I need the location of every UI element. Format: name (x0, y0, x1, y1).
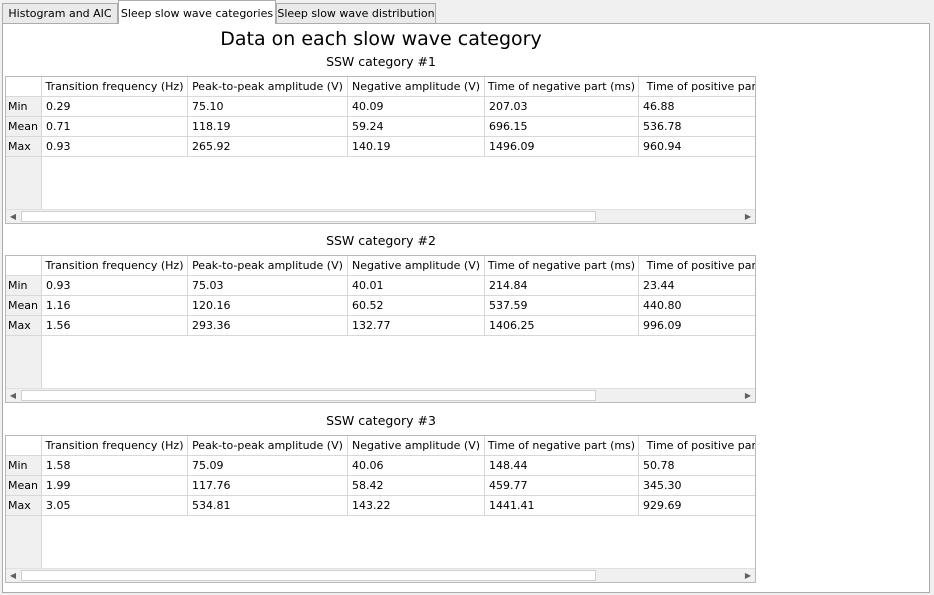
category-title: SSW category #2 (326, 233, 436, 248)
table-cell[interactable]: 996.09 (639, 316, 755, 336)
tab-panel: Data on each slow wave category SSW cate… (2, 23, 930, 593)
column-header[interactable]: Time of negative part (ms) (485, 256, 639, 276)
column-header[interactable]: Time of negative part (ms) (485, 77, 639, 97)
category-title: SSW category #3 (326, 413, 436, 428)
table-cell[interactable]: 118.19 (188, 117, 348, 137)
table-cell[interactable]: 0.71 (42, 117, 188, 137)
row-header[interactable]: Max (6, 137, 42, 157)
column-header[interactable]: Time of positive part (639, 256, 755, 276)
scrollbar-thumb[interactable] (21, 211, 596, 222)
column-header[interactable]: Transition frequency (Hz) (42, 77, 188, 97)
horizontal-scrollbar[interactable]: ◀ ▶ (6, 388, 755, 402)
table-corner[interactable] (6, 256, 42, 276)
table-cell[interactable]: 214.84 (485, 276, 639, 296)
column-header[interactable]: Negative amplitude (V) (348, 77, 485, 97)
horizontal-scrollbar[interactable]: ◀ ▶ (6, 209, 755, 223)
table-cell[interactable]: 75.10 (188, 97, 348, 117)
column-header[interactable]: Time of positive part (639, 436, 755, 456)
table-cell[interactable]: 0.93 (42, 137, 188, 157)
row-header[interactable]: Max (6, 496, 42, 516)
column-header[interactable]: Time of positive part (639, 77, 755, 97)
scroll-left-arrow-icon[interactable]: ◀ (9, 571, 17, 580)
category-table[interactable]: Transition frequency (Hz) Peak-to-peak am… (5, 255, 756, 403)
row-header[interactable]: Min (6, 97, 42, 117)
row-header[interactable]: Max (6, 316, 42, 336)
row-header-filler (6, 336, 42, 388)
column-header[interactable]: Negative amplitude (V) (348, 436, 485, 456)
column-header[interactable]: Peak-to-peak amplitude (V) (188, 436, 348, 456)
table-cell[interactable]: 534.81 (188, 496, 348, 516)
table-cell[interactable]: 345.30 (639, 476, 755, 496)
table-cell[interactable]: 46.88 (639, 97, 755, 117)
table-cell[interactable]: 50.78 (639, 456, 755, 476)
table-cell[interactable]: 960.94 (639, 137, 755, 157)
scroll-left-arrow-icon[interactable]: ◀ (9, 391, 17, 400)
row-header-filler (6, 516, 42, 568)
column-header[interactable]: Peak-to-peak amplitude (V) (188, 256, 348, 276)
scroll-left-arrow-icon[interactable]: ◀ (9, 212, 17, 221)
column-header[interactable]: Negative amplitude (V) (348, 256, 485, 276)
page-title: Data on each slow wave category (220, 28, 542, 50)
scroll-right-arrow-icon[interactable]: ▶ (744, 391, 752, 400)
tab-bar: Histogram and AIC Sleep slow wave catego… (0, 0, 934, 24)
category-title: SSW category #1 (326, 54, 436, 69)
scrollbar-thumb[interactable] (21, 570, 596, 581)
table-cell[interactable]: 1.58 (42, 456, 188, 476)
table-cell[interactable]: 293.36 (188, 316, 348, 336)
column-header[interactable]: Time of negative part (ms) (485, 436, 639, 456)
table-cell[interactable]: 459.77 (485, 476, 639, 496)
table-cell[interactable]: 40.06 (348, 456, 485, 476)
row-header[interactable]: Mean (6, 117, 42, 137)
table-cell[interactable]: 440.80 (639, 296, 755, 316)
scroll-right-arrow-icon[interactable]: ▶ (744, 212, 752, 221)
category-table[interactable]: Transition frequency (Hz) Peak-to-peak am… (5, 76, 756, 224)
table-cell[interactable]: 1.99 (42, 476, 188, 496)
table-cell[interactable]: 75.03 (188, 276, 348, 296)
table-cell[interactable]: 23.44 (639, 276, 755, 296)
table-cell[interactable]: 536.78 (639, 117, 755, 137)
scrollbar-thumb[interactable] (21, 390, 596, 401)
row-header[interactable]: Min (6, 276, 42, 296)
table-cell[interactable]: 1441.41 (485, 496, 639, 516)
table-cell[interactable]: 207.03 (485, 97, 639, 117)
tab-sleep-slow-wave-distribution[interactable]: Sleep slow wave distribution (276, 3, 436, 23)
table-cell[interactable]: 148.44 (485, 456, 639, 476)
table-cell[interactable]: 58.42 (348, 476, 485, 496)
row-header[interactable]: Min (6, 456, 42, 476)
row-header[interactable]: Mean (6, 296, 42, 316)
table-cell[interactable]: 60.52 (348, 296, 485, 316)
table-cell[interactable]: 1.16 (42, 296, 188, 316)
table-cell[interactable]: 75.09 (188, 456, 348, 476)
table-cell[interactable]: 132.77 (348, 316, 485, 336)
column-header[interactable]: Peak-to-peak amplitude (V) (188, 77, 348, 97)
horizontal-scrollbar[interactable]: ◀ ▶ (6, 568, 755, 582)
table-corner[interactable] (6, 77, 42, 97)
table-corner[interactable] (6, 436, 42, 456)
scroll-right-arrow-icon[interactable]: ▶ (744, 571, 752, 580)
table-cell[interactable]: 537.59 (485, 296, 639, 316)
column-header[interactable]: Transition frequency (Hz) (42, 256, 188, 276)
table-cell[interactable]: 3.05 (42, 496, 188, 516)
table-cell[interactable]: 40.09 (348, 97, 485, 117)
row-header[interactable]: Mean (6, 476, 42, 496)
table-cell[interactable]: 1.56 (42, 316, 188, 336)
category-table[interactable]: Transition frequency (Hz) Peak-to-peak am… (5, 435, 756, 583)
table-cell[interactable]: 1406.25 (485, 316, 639, 336)
table-cell[interactable]: 120.16 (188, 296, 348, 316)
table-cell[interactable]: 696.15 (485, 117, 639, 137)
tab-sleep-slow-wave-categories[interactable]: Sleep slow wave categories (118, 0, 276, 24)
column-header[interactable]: Transition frequency (Hz) (42, 436, 188, 456)
table-cell[interactable]: 1496.09 (485, 137, 639, 157)
table-cell[interactable]: 59.24 (348, 117, 485, 137)
row-header-filler (6, 157, 42, 209)
table-cell[interactable]: 0.29 (42, 97, 188, 117)
table-cell[interactable]: 117.76 (188, 476, 348, 496)
tab-histogram-aic[interactable]: Histogram and AIC (2, 3, 118, 23)
table-cell[interactable]: 0.93 (42, 276, 188, 296)
table-cell[interactable]: 140.19 (348, 137, 485, 157)
table-cell[interactable]: 929.69 (639, 496, 755, 516)
table-cell[interactable]: 40.01 (348, 276, 485, 296)
table-cell[interactable]: 143.22 (348, 496, 485, 516)
table-cell[interactable]: 265.92 (188, 137, 348, 157)
